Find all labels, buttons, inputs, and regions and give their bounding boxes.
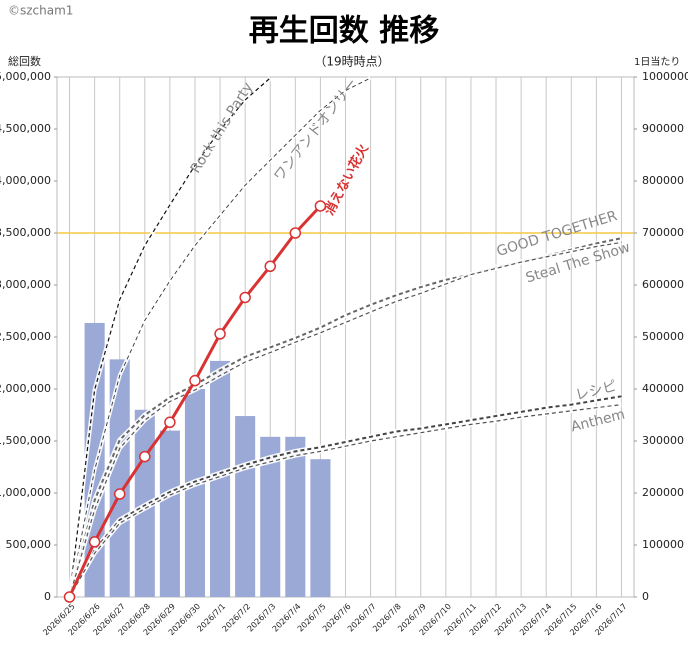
marker: [164, 416, 176, 429]
marker: [63, 591, 76, 603]
y-tick-label: 1,500,000: [0, 434, 51, 447]
marker: [113, 488, 126, 500]
marker: [314, 200, 327, 212]
bar: [285, 436, 306, 597]
bar: [210, 360, 231, 597]
marker: [214, 328, 226, 340]
marker: [239, 291, 251, 304]
marker: [264, 260, 276, 273]
y2-tick-label: 400000: [642, 382, 684, 395]
bar: [310, 459, 331, 597]
y2-tick-label: 900000: [642, 122, 684, 135]
bar: [184, 389, 206, 597]
y-tick-label: 3,000,000: [0, 278, 51, 291]
y-tick-label: 1,000,000: [0, 486, 51, 499]
watermark: ©szcham1: [8, 4, 73, 18]
y2-tick-label: 700000: [642, 226, 684, 239]
y2-tick-label: 300000: [642, 434, 684, 447]
y-tick-label: 0: [44, 590, 51, 603]
marker: [289, 227, 302, 239]
chart-title: 再生回数 推移: [249, 14, 439, 49]
chart-subtitle: （19時時点）: [314, 55, 389, 69]
y2-tick-label: 0: [642, 590, 649, 603]
y-tick-label: 5,000,000: [0, 70, 51, 83]
line: [68, 395, 622, 598]
bar: [260, 436, 281, 597]
line: [69, 77, 371, 598]
y-tick-label: 2,500,000: [0, 330, 51, 343]
line: [68, 404, 622, 598]
y2-tick-label: 200000: [642, 486, 684, 499]
y-axis-label: 総回数: [8, 54, 41, 68]
marker: [139, 450, 151, 463]
bar: [235, 416, 256, 597]
line: [68, 77, 271, 598]
y2-tick-label: 100000: [642, 538, 684, 551]
y2-tick-label: 1000000: [642, 70, 688, 83]
line-halo: [67, 240, 622, 598]
y-tick-label: 4,500,000: [0, 122, 51, 135]
marker: [189, 374, 201, 387]
y2-tick-label: 500000: [642, 330, 684, 343]
bar: [159, 430, 180, 597]
y-tick-label: 500,000: [6, 538, 52, 551]
marker: [88, 536, 101, 548]
y-tick-label: 3,500,000: [0, 226, 51, 239]
bar: [109, 359, 130, 597]
y2-tick-label: 800000: [642, 174, 684, 187]
y-tick-label: 4,000,000: [0, 174, 51, 187]
y2-axis-label: 1日当たり: [634, 55, 680, 68]
y2-tick-label: 600000: [642, 278, 684, 291]
y-tick-label: 2,000,000: [0, 382, 51, 395]
